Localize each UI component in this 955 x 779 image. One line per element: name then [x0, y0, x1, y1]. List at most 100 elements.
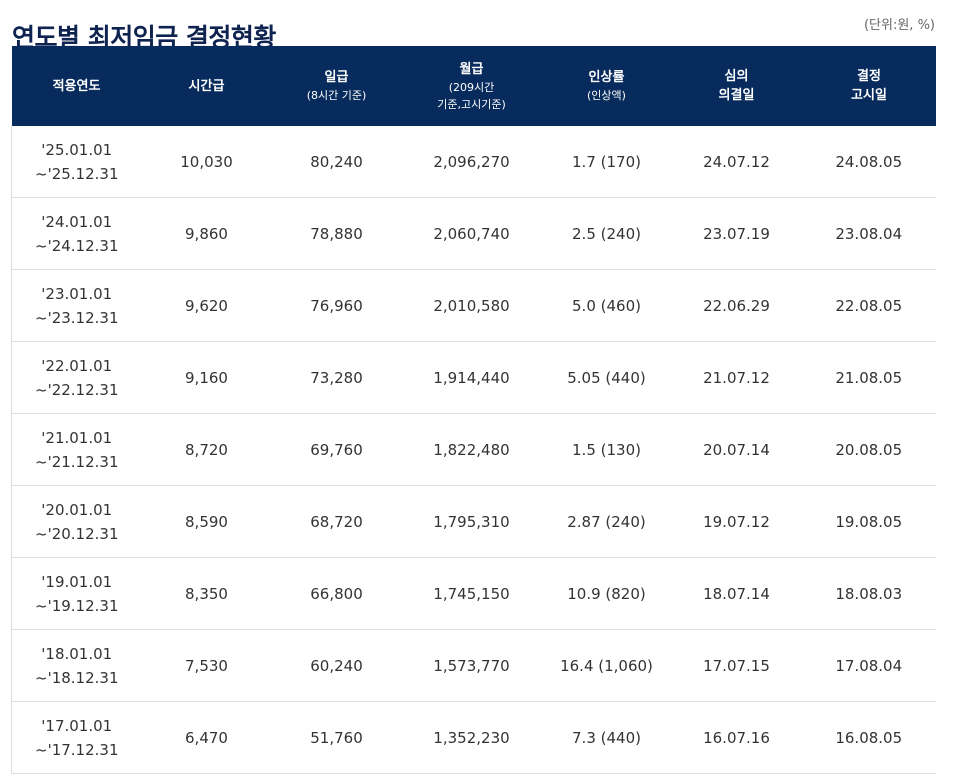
table-row: '21.01.01 ~'21.12.31 8,720 69,760 1,822,480 1…	[11, 413, 936, 486]
cell-period: '18.01.01 ~'18.12.31	[11, 629, 142, 702]
period-end: ~'24.12.31	[35, 236, 119, 255]
header-period: 적용연도	[11, 46, 142, 126]
cell-hourly: 7,530	[141, 629, 272, 702]
cell-daily: 69,760	[271, 413, 402, 486]
cell-daily: 73,280	[271, 341, 402, 414]
cell-increase: 5.0 (460)	[541, 269, 672, 342]
period-start: '22.01.01	[41, 356, 113, 375]
header-hourly: 시간급	[141, 46, 272, 126]
cell-notice: 17.08.04	[801, 629, 936, 702]
cell-period: '19.01.01 ~'19.12.31	[11, 557, 142, 630]
cell-monthly: 1,795,310	[401, 485, 542, 558]
cell-monthly: 2,010,580	[401, 269, 542, 342]
table-row: '23.01.01 ~'23.12.31 9,620 76,960 2,010,580 5…	[11, 269, 936, 342]
table-row: '24.01.01 ~'24.12.31 9,860 78,880 2,060,740 2…	[11, 197, 936, 270]
cell-notice: 21.08.05	[801, 341, 936, 414]
period-start: '21.01.01	[41, 428, 113, 447]
header-label-line2: 의결일	[718, 88, 755, 103]
cell-hourly: 6,470	[141, 701, 272, 774]
cell-daily: 78,880	[271, 197, 402, 270]
cell-notice: 24.08.05	[801, 126, 936, 198]
table-row: '18.01.01 ~'18.12.31 7,530 60,240 1,573,770 1…	[11, 629, 936, 702]
period-start: '19.01.01	[41, 572, 113, 591]
period-end: ~'20.12.31	[35, 524, 119, 543]
header-notice: 결정 고시일	[801, 46, 936, 126]
cell-notice: 16.08.05	[801, 701, 936, 774]
period-end: ~'22.12.31	[35, 380, 119, 399]
cell-notice: 23.08.04	[801, 197, 936, 270]
header-label: 월급	[459, 61, 484, 77]
cell-deliberation: 24.07.12	[671, 126, 802, 198]
header-label: 시간급	[188, 78, 225, 94]
cell-increase: 2.5 (240)	[541, 197, 672, 270]
cell-hourly: 10,030	[141, 126, 272, 198]
header-label: 심의	[724, 69, 749, 84]
cell-period: '23.01.01 ~'23.12.31	[11, 269, 142, 342]
cell-increase: 1.7 (170)	[541, 126, 672, 198]
cell-deliberation: 19.07.12	[671, 485, 802, 558]
cell-increase: 7.3 (440)	[541, 701, 672, 774]
cell-period: '17.01.01 ~'17.12.31	[11, 701, 142, 774]
table-body: '25.01.01 ~'25.12.31 10,030 80,240 2,096,270…	[11, 126, 936, 774]
cell-monthly: 1,914,440	[401, 341, 542, 414]
header-label: 적용연도	[52, 78, 101, 94]
cell-daily: 76,960	[271, 269, 402, 342]
header-sublabel: (인상액)	[587, 89, 626, 102]
cell-period: '20.01.01 ~'20.12.31	[11, 485, 142, 558]
cell-increase: 5.05 (440)	[541, 341, 672, 414]
header-daily: 일급 (8시간 기준)	[271, 46, 402, 126]
period-start: '24.01.01	[41, 212, 113, 231]
cell-deliberation: 20.07.14	[671, 413, 802, 486]
cell-increase: 16.4 (1,060)	[541, 629, 672, 702]
period-end: ~'19.12.31	[35, 596, 119, 615]
cell-increase: 10.9 (820)	[541, 557, 672, 630]
header-sublabel: 기준,고시기준)	[437, 97, 506, 111]
cell-hourly: 8,590	[141, 485, 272, 558]
cell-deliberation: 21.07.12	[671, 341, 802, 414]
cell-increase: 2.87 (240)	[541, 485, 672, 558]
cell-period: '22.01.01 ~'22.12.31	[11, 341, 142, 414]
cell-monthly: 1,573,770	[401, 629, 542, 702]
cell-period: '24.01.01 ~'24.12.31	[11, 197, 142, 270]
cell-daily: 60,240	[271, 629, 402, 702]
cell-daily: 80,240	[271, 126, 402, 198]
cell-period: '25.01.01 ~'25.12.31	[11, 126, 142, 198]
period-start: '18.01.01	[41, 644, 113, 663]
period-end: ~'18.12.31	[35, 668, 119, 687]
cell-monthly: 2,060,740	[401, 197, 542, 270]
cell-notice: 19.08.05	[801, 485, 936, 558]
cell-deliberation: 16.07.16	[671, 701, 802, 774]
header-sublabel: (209시간	[448, 80, 495, 94]
period-end: ~'21.12.31	[35, 452, 119, 471]
cell-notice: 18.08.03	[801, 557, 936, 630]
header-sublabel: (8시간 기준)	[306, 89, 367, 102]
cell-deliberation: 17.07.15	[671, 629, 802, 702]
cell-increase: 1.5 (130)	[541, 413, 672, 486]
header-label: 인상률	[588, 70, 625, 85]
cell-daily: 68,720	[271, 485, 402, 558]
table-row: '17.01.01 ~'17.12.31 6,470 51,760 1,352,230 7…	[11, 701, 936, 774]
cell-deliberation: 23.07.19	[671, 197, 802, 270]
table-row: '19.01.01 ~'19.12.31 8,350 66,800 1,745,150 1…	[11, 557, 936, 630]
period-start: '23.01.01	[41, 284, 113, 303]
cell-hourly: 9,860	[141, 197, 272, 270]
cell-period: '21.01.01 ~'21.12.31	[11, 413, 142, 486]
header-label: 일급	[324, 70, 349, 85]
period-start: '25.01.01	[41, 140, 113, 159]
cell-monthly: 1,822,480	[401, 413, 542, 486]
unit-note: (단위:원, %)	[863, 18, 935, 33]
header-label: 결정	[857, 69, 881, 84]
cell-daily: 66,800	[271, 557, 402, 630]
cell-monthly: 1,352,230	[401, 701, 542, 774]
cell-daily: 51,760	[271, 701, 402, 774]
cell-deliberation: 22.06.29	[671, 269, 802, 342]
period-start: '20.01.01	[41, 500, 113, 519]
cell-monthly: 2,096,270	[401, 126, 542, 198]
table-row: '25.01.01 ~'25.12.31 10,030 80,240 2,096,270…	[11, 126, 936, 198]
table-row: '20.01.01 ~'20.12.31 8,590 68,720 1,795,310 2…	[11, 485, 936, 558]
cell-hourly: 8,720	[141, 413, 272, 486]
cell-monthly: 1,745,150	[401, 557, 542, 630]
